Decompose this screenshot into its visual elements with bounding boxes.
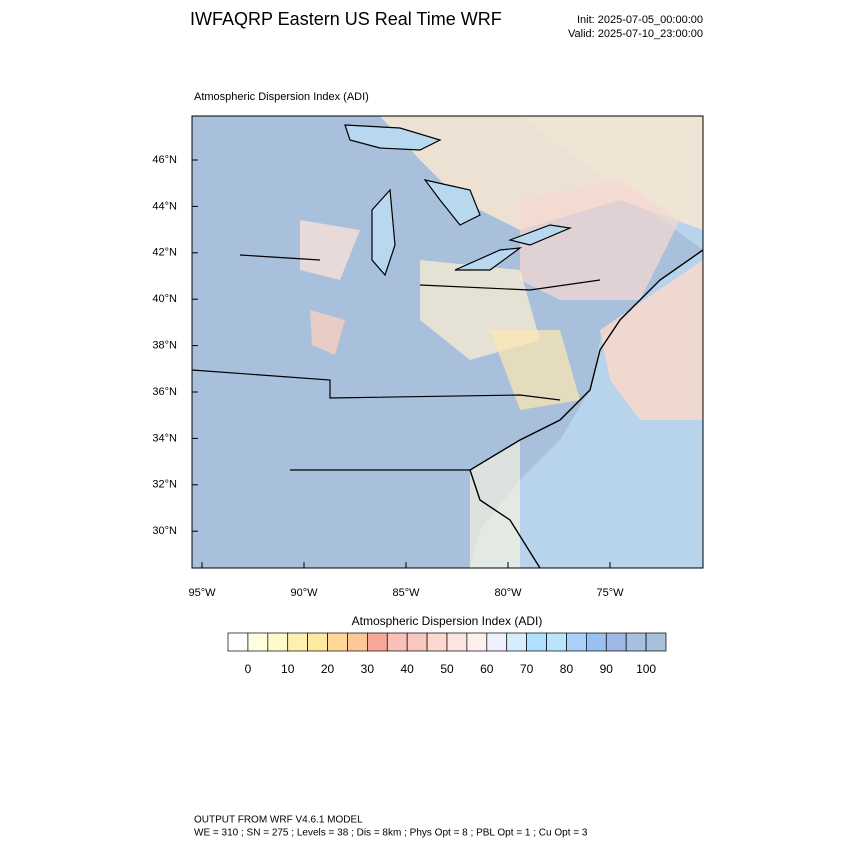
- valid-time: Valid: 2025-07-10_23:00:00: [568, 28, 703, 40]
- colorbar-label: 70: [520, 662, 534, 676]
- colorbar-box: [506, 632, 527, 652]
- lon-label: 80°W: [494, 587, 522, 599]
- colorbar-box: [625, 632, 647, 652]
- colorbar-label: 0: [245, 662, 252, 676]
- colorbar-box: [267, 632, 289, 652]
- map-frame: [191, 115, 704, 569]
- colorbar-box: [367, 632, 388, 652]
- colorbar-box: [327, 632, 348, 652]
- lat-label: 44°N: [152, 200, 177, 212]
- colorbar-label: 50: [440, 662, 454, 676]
- footer-line: OUTPUT FROM WRF V4.6.1 MODEL: [194, 815, 363, 826]
- lon-axis: 95°W 90°W 85°W 80°W 75°W: [188, 562, 624, 599]
- colorbar: 0 10 20 30 40 50 60 70 80 90 100: [227, 632, 667, 676]
- colorbar-box: [526, 632, 547, 652]
- colorbar-box: [546, 632, 567, 652]
- colorbar-label: 80: [560, 662, 574, 676]
- lon-label: 75°W: [596, 587, 624, 599]
- map-title: Atmospheric Dispersion Index (ADI): [194, 91, 369, 103]
- colorbar-title: Atmospheric Dispersion Index (ADI): [352, 614, 543, 628]
- colorbar-label: 100: [636, 662, 656, 676]
- lat-label: 42°N: [152, 247, 177, 259]
- colorbar-box: [566, 632, 587, 652]
- colorbar-box: [287, 632, 308, 652]
- colorbar-label: 30: [361, 662, 375, 676]
- lat-label: 36°N: [152, 386, 177, 398]
- colorbar-label: 90: [600, 662, 614, 676]
- colorbar-box: [406, 632, 428, 652]
- lat-label: 34°N: [152, 432, 177, 444]
- colorbar-box: [247, 632, 269, 652]
- title: IWFAQRP Eastern US Real Time WRF: [190, 9, 502, 29]
- lat-label: 46°N: [152, 154, 177, 166]
- colorbar-label: 40: [401, 662, 415, 676]
- lon-label: 90°W: [290, 587, 318, 599]
- colorbar-box: [446, 632, 468, 652]
- colorbar-box: [386, 632, 408, 652]
- colorbar-box: [466, 632, 488, 652]
- colorbar-label: 60: [480, 662, 494, 676]
- colorbar-box: [347, 632, 368, 652]
- colorbar-box: [645, 632, 667, 652]
- lat-label: 32°N: [152, 479, 177, 491]
- colorbar-box: [586, 632, 607, 652]
- colorbar-box: [307, 632, 328, 652]
- lat-axis: 46°N 44°N 42°N 40°N 38°N 36°N 34°N 32°N 30°N: [152, 154, 198, 537]
- lat-label: 38°N: [152, 340, 177, 352]
- colorbar-label: 20: [321, 662, 335, 676]
- lon-label: 85°W: [392, 587, 420, 599]
- lon-label: 95°W: [188, 587, 216, 599]
- footer-line: WE = 310 ; SN = 275 ; Levels = 38 ; Dis …: [194, 828, 588, 839]
- colorbar-box: [426, 632, 448, 652]
- colorbar-box: [486, 632, 508, 652]
- colorbar-box: [227, 632, 249, 652]
- init-time: Init: 2025-07-05_00:00:00: [577, 14, 703, 26]
- colorbar-label: 10: [281, 662, 295, 676]
- map: [192, 116, 703, 568]
- lat-label: 40°N: [152, 293, 177, 305]
- lat-label: 30°N: [152, 525, 177, 537]
- colorbar-box: [605, 632, 627, 652]
